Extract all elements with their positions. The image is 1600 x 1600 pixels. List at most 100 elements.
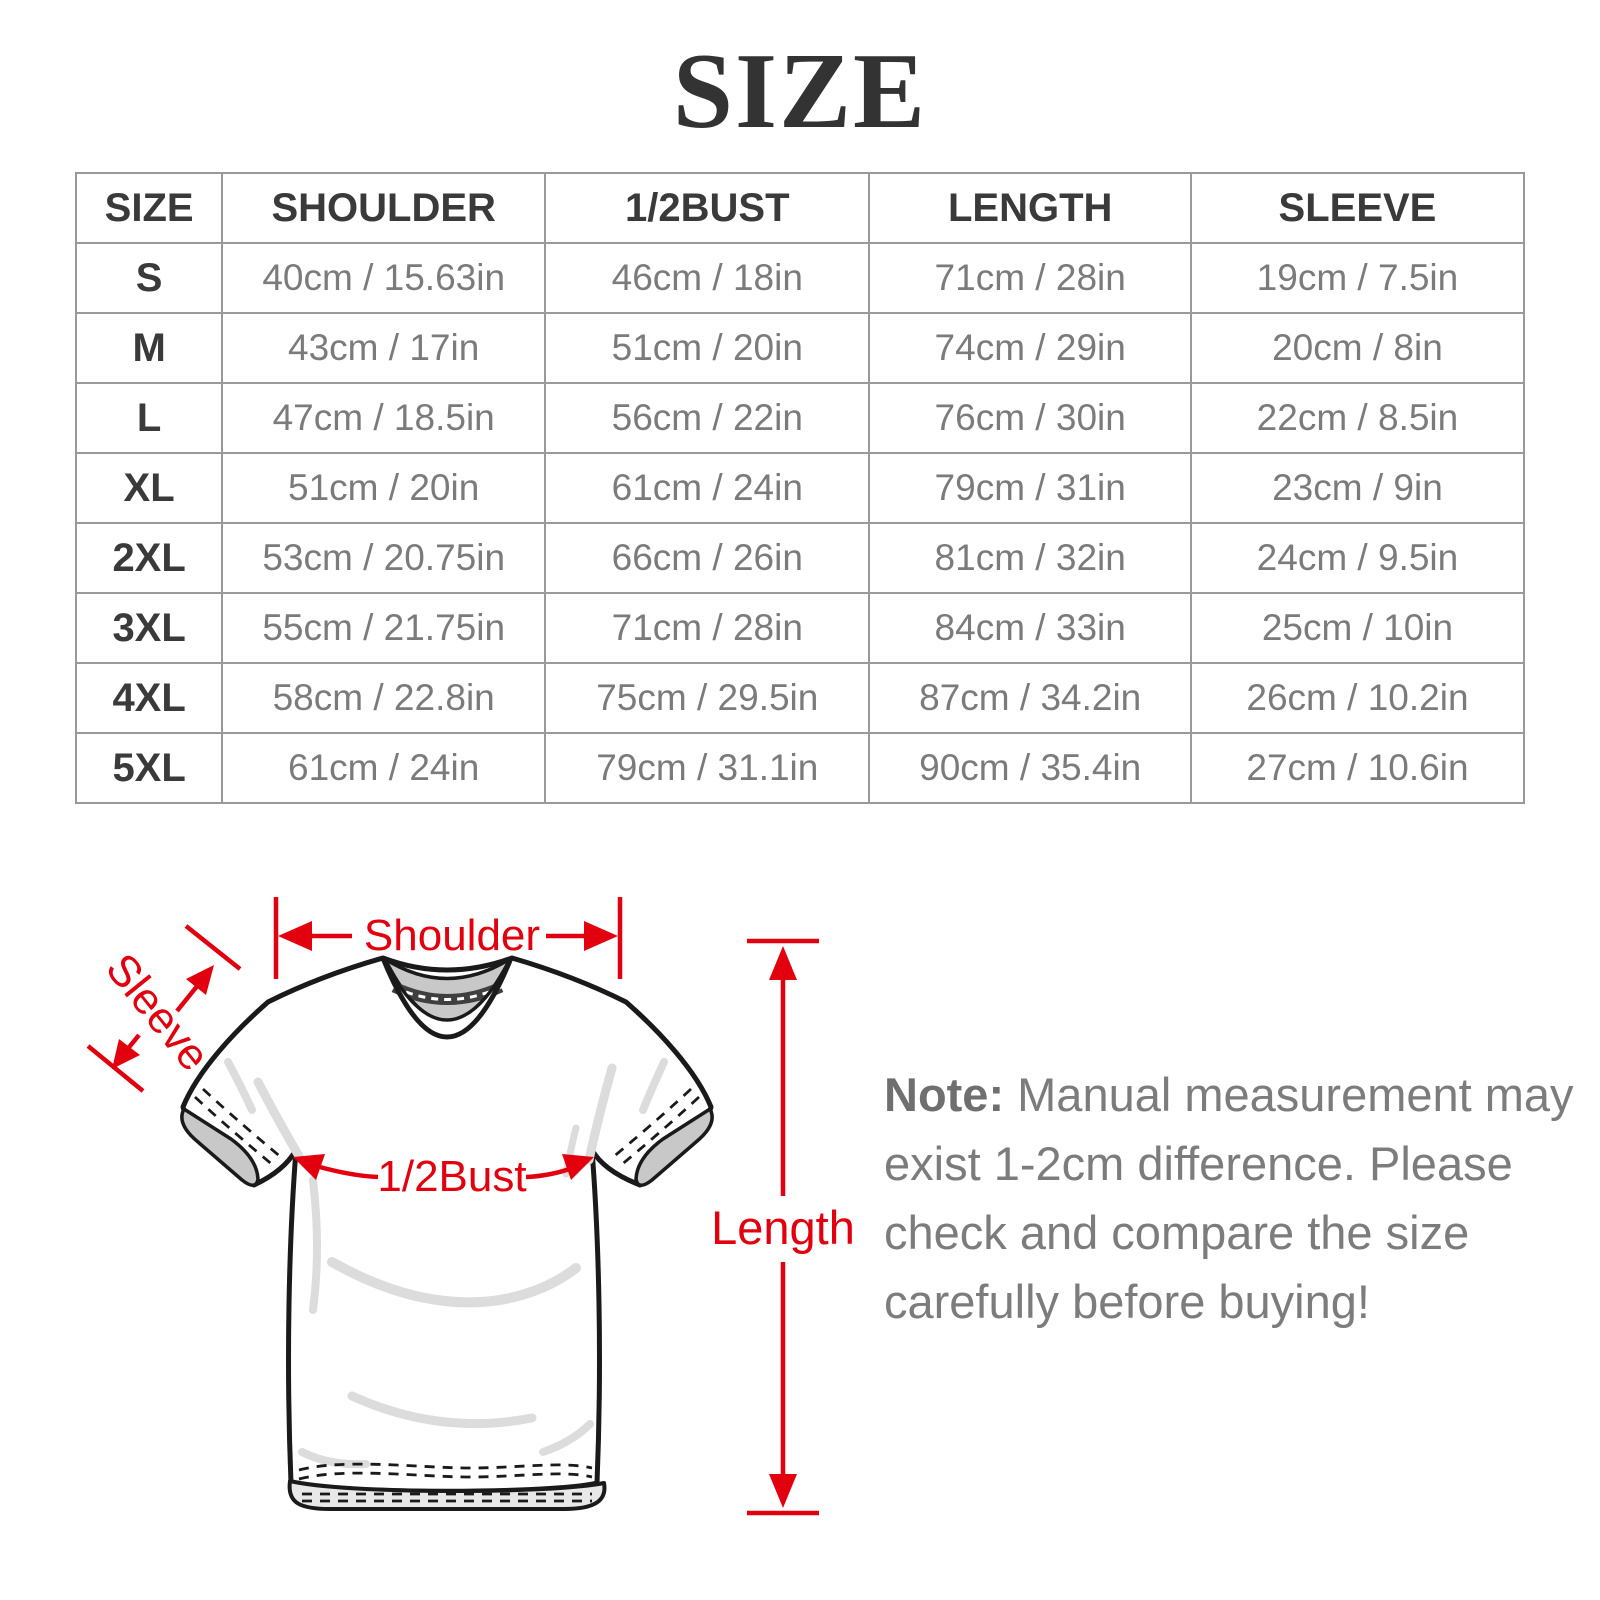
length-value: 71cm / 28in (868, 242, 1192, 314)
sleeve-value: 23cm / 9in (1189, 452, 1526, 524)
sleeve-value: 19cm / 7.5in (1189, 242, 1526, 314)
right-cuff-stitch (619, 1095, 700, 1168)
table-header-row: SIZE SHOULDER 1/2BUST LENGTH SLEEVE (74, 172, 1526, 244)
length-value: 76cm / 30in (868, 382, 1192, 454)
shoulder-arrowhead-right (584, 921, 618, 951)
length-value: 74cm / 29in (868, 312, 1192, 384)
bust-value: 71cm / 28in (544, 592, 871, 664)
note-line: exist 1-2cm difference. Please (884, 1137, 1513, 1190)
bust-arrowhead-left (293, 1154, 325, 1180)
right-cuff (634, 1107, 714, 1187)
note-line: carefully before buying! (884, 1275, 1370, 1328)
table-row: M 43cm / 17in 51cm / 20in 74cm / 29in 20… (74, 312, 1526, 384)
size-chart-table: SIZE SHOULDER 1/2BUST LENGTH SLEEVE S 40… (74, 172, 1526, 804)
sleeve-tick-top (184, 924, 242, 971)
bust-value: 56cm / 22in (544, 382, 871, 454)
column-header-bust: 1/2BUST (544, 172, 871, 244)
wrinkle-shading (539, 1420, 594, 1456)
left-cuff-stitch (202, 1087, 283, 1160)
size-label: XL (74, 452, 224, 524)
table-row: 5XL 61cm / 24in 79cm / 31.1in 90cm / 35.… (74, 732, 1526, 804)
bust-value: 75cm / 29.5in (544, 662, 871, 734)
table-row: S 40cm / 15.63in 46cm / 18in 71cm / 28in… (74, 242, 1526, 314)
sleeve-value: 25cm / 10in (1189, 592, 1526, 664)
shoulder-value: 43cm / 17in (221, 312, 547, 384)
hem-stitch (298, 1462, 593, 1472)
sleeve-arrowhead-up (186, 965, 214, 995)
hem-stitch (298, 1471, 593, 1481)
size-label: 3XL (74, 592, 224, 664)
sleeve-value: 24cm / 9.5in (1189, 522, 1526, 594)
note-line: check and compare the size (884, 1206, 1470, 1259)
table-row: 2XL 53cm / 20.75in 66cm / 26in 81cm / 32… (74, 522, 1526, 594)
column-header-shoulder: SHOULDER (221, 172, 547, 244)
bust-arrowhead-right (562, 1154, 594, 1180)
length-value: 87cm / 34.2in (868, 662, 1192, 734)
left-cuff-stitch (194, 1095, 275, 1168)
sleeve-value: 22cm / 8.5in (1189, 382, 1526, 454)
column-header-sleeve: SLEEVE (1189, 172, 1526, 244)
bust-label: 1/2Bust (377, 1152, 526, 1201)
bust-arrow-shaft (315, 1163, 379, 1180)
bust-value: 66cm / 26in (544, 522, 871, 594)
column-header-size: SIZE (74, 172, 224, 244)
table-row: 3XL 55cm / 21.75in 71cm / 28in 84cm / 33… (74, 592, 1526, 664)
length-value: 81cm / 32in (868, 522, 1192, 594)
length-value: 84cm / 33in (868, 592, 1192, 664)
wrinkle-shading (309, 1176, 321, 1314)
length-value: 79cm / 31in (868, 452, 1192, 524)
page-title: SIZE (672, 32, 928, 151)
shoulder-value: 55cm / 21.75in (221, 592, 547, 664)
size-label: M (74, 312, 224, 384)
shoulder-label: Shoulder (364, 911, 540, 960)
length-arrowhead-down (769, 1474, 797, 1508)
table-row: 4XL 58cm / 22.8in 75cm / 29.5in 87cm / 3… (74, 662, 1526, 734)
size-label: 4XL (74, 662, 224, 734)
shoulder-value: 61cm / 24in (221, 732, 547, 804)
sleeve-value: 20cm / 8in (1189, 312, 1526, 384)
note-text: Note: Manual measurement may exist 1-2cm… (884, 1060, 1584, 1336)
wrinkle-shading (639, 1058, 668, 1114)
wrinkle-shading (224, 1058, 256, 1114)
sleeve-value: 26cm / 10.2in (1189, 662, 1526, 734)
right-cuff-stitch (611, 1087, 692, 1160)
bust-measure: 1/2Bust (293, 1152, 594, 1201)
bust-value: 79cm / 31.1in (544, 732, 871, 804)
bust-value: 61cm / 24in (544, 452, 871, 524)
bust-value: 51cm / 20in (544, 312, 871, 384)
column-header-length: LENGTH (868, 172, 1192, 244)
shoulder-value: 51cm / 20in (221, 452, 547, 524)
sleeve-value: 27cm / 10.6in (1189, 732, 1526, 804)
length-label: Length (711, 1201, 855, 1254)
shoulder-value: 58cm / 22.8in (221, 662, 547, 734)
shoulder-measure: Shoulder (273, 897, 623, 979)
note-label: Note: (884, 1068, 1005, 1121)
shoulder-value: 47cm / 18.5in (221, 382, 547, 454)
table-row: XL 51cm / 20in 61cm / 24in 79cm / 31in 2… (74, 452, 1526, 524)
note-line: Note: Manual measurement may (884, 1060, 1584, 1129)
shoulder-value: 40cm / 15.63in (221, 242, 547, 314)
tshirt-measurement-diagram: Shoulder Sleeve 1/2Bust Length (86, 897, 855, 1516)
collar-front-neckline (380, 957, 514, 1040)
length-value: 90cm / 35.4in (868, 732, 1192, 804)
sleeve-tick-bottom (86, 1044, 145, 1093)
note-line-text: Manual measurement may (1017, 1068, 1574, 1121)
shoulder-arrowhead-left (278, 921, 312, 951)
length-measure: Length (711, 938, 855, 1516)
wrinkle-shading (584, 1063, 617, 1165)
wrinkle-shading (253, 1077, 304, 1161)
left-cuff (180, 1107, 260, 1187)
size-label: 5XL (74, 732, 224, 804)
length-arrowhead-up (769, 946, 797, 980)
sleeve-arrow-shaft (175, 983, 200, 1013)
bust-value: 46cm / 18in (544, 242, 871, 314)
wrinkle-shading (327, 1257, 581, 1308)
collar-stitch-zigzag (393, 985, 502, 1001)
size-label: S (74, 242, 224, 314)
size-label: L (74, 382, 224, 454)
wrinkle-shading (347, 1391, 537, 1429)
table-row: L 47cm / 18.5in 56cm / 22in 76cm / 30in … (74, 382, 1526, 454)
sleeve-arrowhead-down (112, 1039, 140, 1069)
shoulder-value: 53cm / 20.75in (221, 522, 547, 594)
size-label: 2XL (74, 522, 224, 594)
